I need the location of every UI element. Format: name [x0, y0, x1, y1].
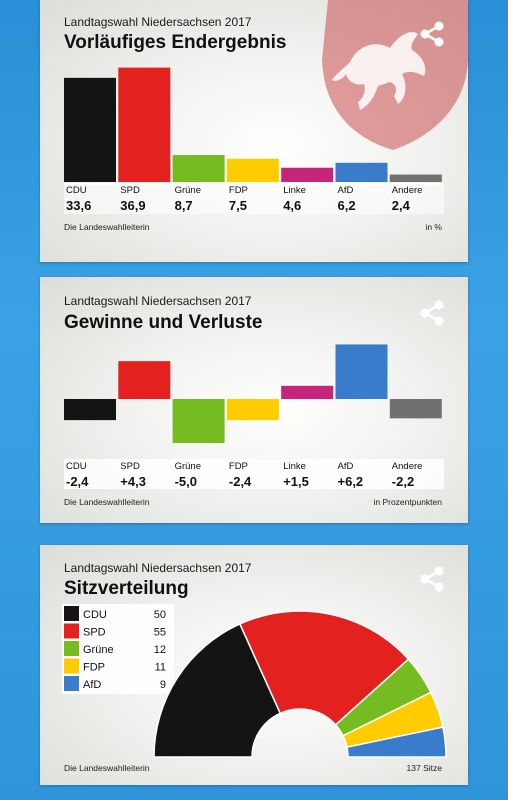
- seat-legend: CDU 50 SPD 55 Grüne 12 FDP 11 AfD 9: [62, 604, 174, 694]
- label-strip: [64, 184, 444, 214]
- share-icon[interactable]: [416, 563, 448, 595]
- value-label-gruene: 8,7: [174, 198, 193, 213]
- bar-andere: [389, 399, 442, 419]
- seat-segment-afd: [346, 726, 447, 758]
- value-label-afd: 6,2: [337, 198, 356, 213]
- bar-linke: [281, 385, 334, 399]
- seat-semicircle-chart: [153, 611, 447, 758]
- seat-distribution-card: Landtagswahl Niedersachsen 2017 Sitzvert…: [40, 545, 468, 785]
- bar-gruene: [172, 399, 225, 443]
- unit-label: in Prozentpunkten: [373, 497, 442, 507]
- legend-seats-fdp: 11: [155, 662, 166, 674]
- chart-title: Gewinne und Verluste: [64, 312, 263, 333]
- source-label: Die Landeswahlleiterin: [64, 763, 150, 773]
- bar-afd: [335, 162, 388, 182]
- bar-afd: [335, 344, 388, 399]
- gains-losses-card: Landtagswahl Niedersachsen 2017 Gewinne …: [40, 277, 468, 523]
- legend-label-afd: AfD: [83, 679, 101, 691]
- total-seats-label: 137 Sitze: [406, 763, 442, 773]
- party-label-cdu: CDU: [66, 461, 87, 472]
- source-label: Die Landeswahlleiterin: [64, 497, 150, 507]
- party-label-andere: Andere: [391, 461, 423, 472]
- legend-seats-spd: 55: [154, 627, 166, 639]
- value-label-spd: 36,9: [120, 198, 146, 213]
- value-label-linke: +1,5: [283, 474, 309, 489]
- bar-spd: [118, 67, 171, 182]
- source-label: Die Landeswahlleiterin: [64, 222, 150, 232]
- value-label-cdu: -2,4: [66, 474, 89, 489]
- legend-seats-gruene: 12: [154, 644, 166, 656]
- chart-title: Sitzverteilung: [64, 578, 189, 599]
- party-label-spd: SPD: [120, 185, 140, 196]
- legend-swatch-gruene: [64, 641, 79, 656]
- party-label-cdu: CDU: [66, 185, 87, 196]
- value-label-fdp: 7,5: [228, 198, 247, 213]
- bar-gruene: [172, 155, 225, 182]
- party-label-andere: Andere: [391, 185, 423, 196]
- legend-seats-cdu: 50: [154, 609, 166, 621]
- legend-label-gruene: Grüne: [83, 644, 114, 656]
- bar-linke: [281, 167, 334, 182]
- value-label-linke: 4,6: [283, 198, 302, 213]
- value-label-gruene: -5,0: [174, 474, 197, 489]
- legend-label-cdu: CDU: [83, 609, 107, 621]
- party-label-gruene: Grüne: [174, 185, 201, 196]
- seat-segment-cdu: [153, 622, 282, 758]
- bar-cdu: [64, 77, 116, 182]
- value-label-afd: +6,2: [337, 474, 364, 489]
- value-label-fdp: -2,4: [228, 474, 252, 489]
- party-label-gruene: Grüne: [174, 461, 201, 472]
- legend-swatch-afd: [64, 676, 79, 691]
- value-label-andere: 2,4: [391, 198, 410, 213]
- party-label-linke: Linke: [283, 185, 306, 196]
- bar-fdp: [226, 399, 279, 421]
- legend-background: [62, 604, 174, 694]
- value-label-andere: -2,2: [391, 474, 415, 489]
- chart-subtitle: Landtagswahl Niedersachsen 2017: [64, 561, 252, 575]
- unit-label: in %: [425, 222, 442, 232]
- results-card: Landtagswahl Niedersachsen 2017 Vorläufi…: [40, 0, 468, 262]
- legend-swatch-cdu: [64, 606, 79, 621]
- share-icon[interactable]: [416, 297, 448, 329]
- bar-cdu: [64, 399, 116, 421]
- legend-swatch-fdp: [64, 658, 79, 674]
- value-label-cdu: 33,6: [66, 198, 92, 213]
- bar-spd: [118, 361, 171, 399]
- label-strip: [64, 459, 444, 489]
- legend-label-spd: SPD: [83, 627, 106, 639]
- party-label-afd: AfD: [337, 185, 354, 196]
- legend-seats-afd: 9: [160, 679, 166, 691]
- legend-label-fdp: FDP: [83, 662, 105, 674]
- value-label-spd: +4,3: [120, 474, 146, 489]
- chart-subtitle: Landtagswahl Niedersachsen 2017: [64, 15, 252, 29]
- party-label-fdp: FDP: [228, 185, 248, 196]
- chart-title: Vorläufiges Endergebnis: [64, 32, 287, 53]
- party-label-fdp: FDP: [228, 461, 248, 472]
- party-label-afd: AfD: [337, 461, 354, 472]
- chart-subtitle: Landtagswahl Niedersachsen 2017: [64, 294, 252, 308]
- party-label-linke: Linke: [283, 461, 306, 472]
- bar-andere: [389, 174, 442, 182]
- results-bar-chart: [64, 67, 444, 185]
- gains-losses-bar-chart: [64, 344, 442, 443]
- bar-fdp: [226, 158, 279, 182]
- share-icon[interactable]: [416, 18, 448, 50]
- party-label-spd: SPD: [120, 461, 140, 472]
- legend-swatch-spd: [64, 623, 79, 639]
